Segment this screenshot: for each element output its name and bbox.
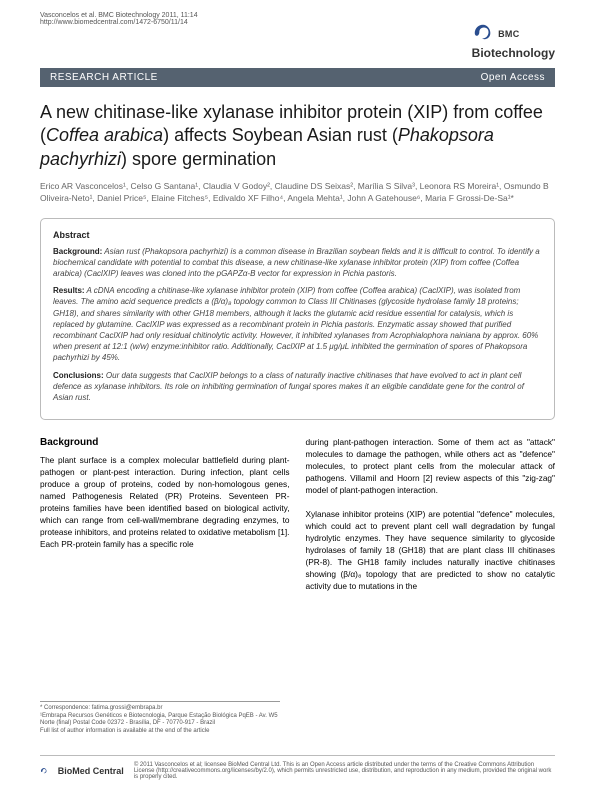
page-footer: BioMed Central © 2011 Vasconcelos et al;…: [40, 755, 555, 780]
abstract-conclusions: Conclusions: Our data suggests that Cacl…: [53, 370, 542, 404]
footer-logo-text: BioMed Central: [58, 766, 124, 776]
journal-logo: BMC Biotechnology: [472, 22, 555, 62]
article-title: A new chitinase-like xylanase inhibitor …: [40, 101, 555, 171]
body-col-right: during plant-pathogen interaction. Some …: [306, 436, 556, 592]
abstract-heading: Abstract: [53, 229, 542, 242]
article-type: RESEARCH ARTICLE: [50, 72, 158, 83]
body-columns: Background The plant surface is a comple…: [40, 436, 555, 592]
copyright-text: © 2011 Vasconcelos et al; licensee BioMe…: [134, 762, 555, 780]
abstract-background: Background: Asian rust (Phakopsora pachy…: [53, 246, 542, 280]
body-col-left: Background The plant surface is a comple…: [40, 436, 290, 592]
background-heading: Background: [40, 436, 290, 451]
bmc-footer-icon: [40, 763, 48, 779]
body-left-text: The plant surface is a complex molecular…: [40, 455, 290, 549]
abstract-box: Abstract Background: Asian rust (Phakops…: [40, 218, 555, 420]
body-right-text: during plant-pathogen interaction. Some …: [306, 437, 556, 591]
logo-text-2: Biotechnology: [472, 46, 555, 60]
correspondence-footnote: * Correspondence: fatima.grossi@embrapa.…: [40, 701, 280, 736]
author-list: Erico AR Vasconcelos¹, Celso G Santana¹,…: [40, 181, 555, 204]
article-type-banner: RESEARCH ARTICLE Open Access: [40, 68, 555, 87]
bmc-swirl-icon: [472, 22, 494, 44]
logo-text-1: BMC: [498, 29, 519, 39]
open-access-label: Open Access: [481, 72, 545, 83]
abstract-results: Results: A cDNA encoding a chitinase-lik…: [53, 285, 542, 363]
